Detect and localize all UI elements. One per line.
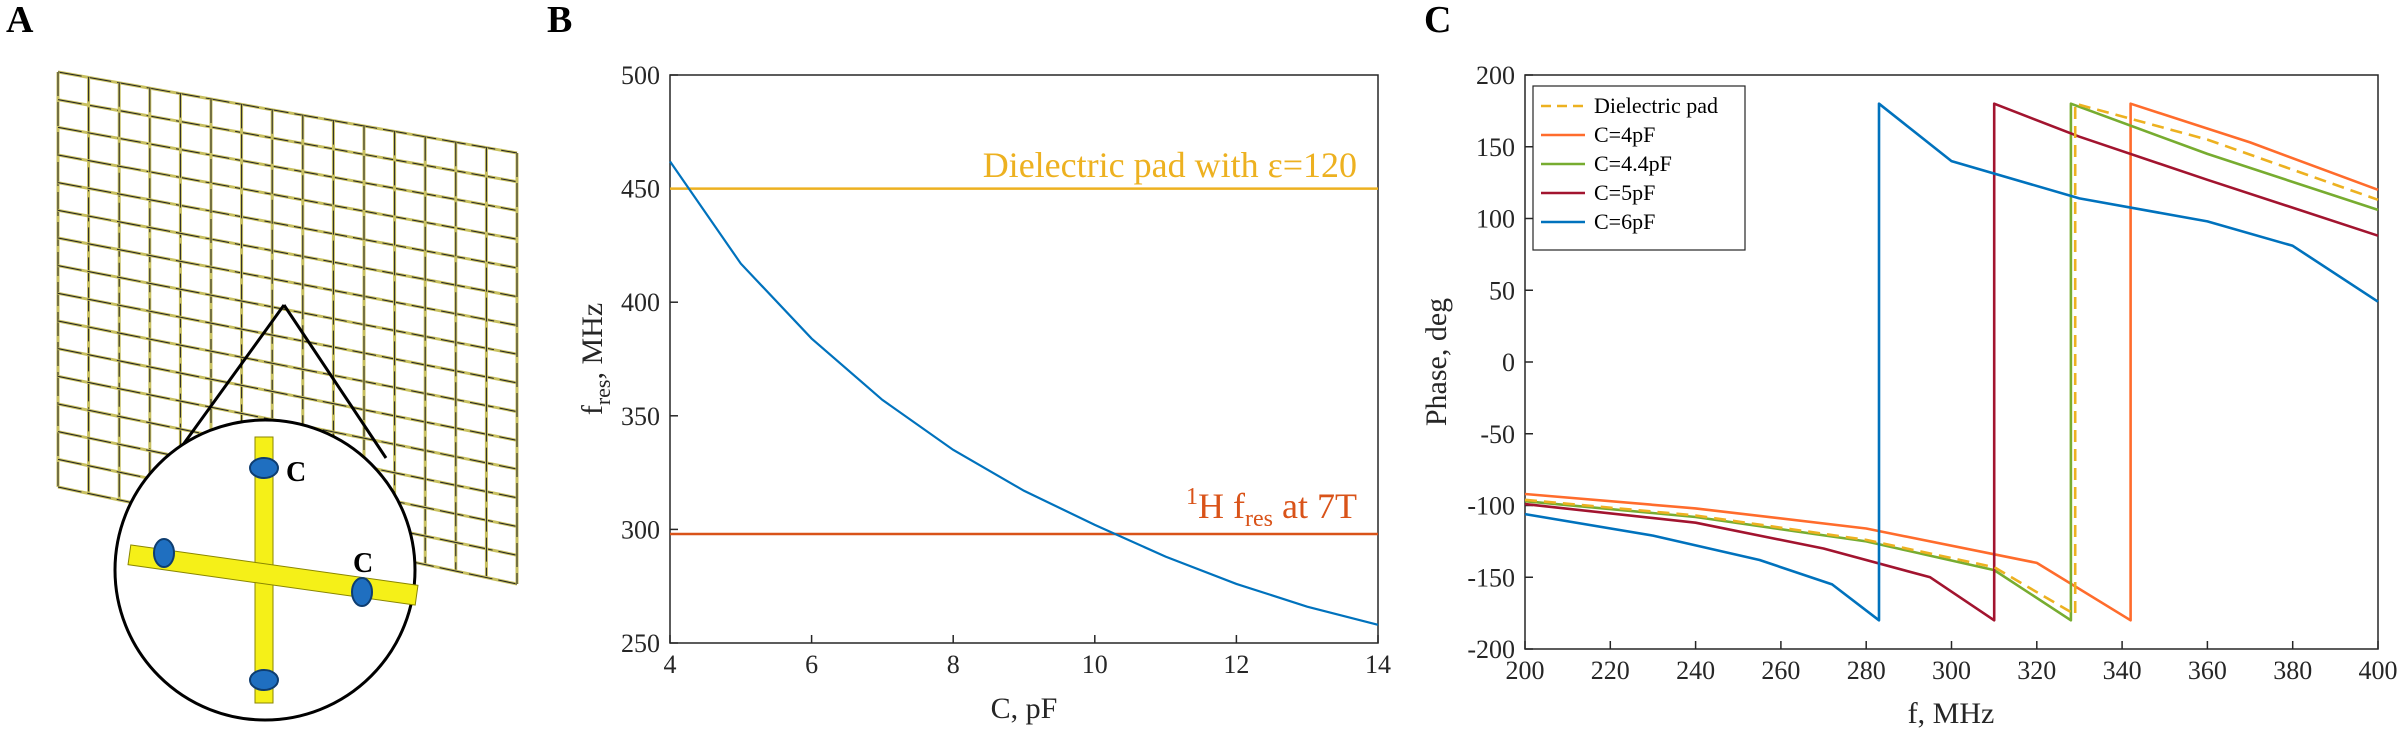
annotation-proton: 1H fres at 7T <box>1186 484 1357 532</box>
x-tick-label: 12 <box>1223 650 1249 679</box>
series-line <box>1524 102 2379 622</box>
chart-b-series <box>669 160 1379 626</box>
panel-letter-a: A <box>6 0 34 41</box>
y-tick-label: 450 <box>621 175 660 204</box>
series-line <box>1524 102 2379 616</box>
y-tick-label: 350 <box>621 402 660 431</box>
chart-c: 200 220 240 260 280 300 320 340 360 380 400 -200 -15… <box>1420 61 2398 730</box>
chart-b-ticks: 4 6 8 10 12 14 250 300 350 400 450 500 <box>621 61 1391 679</box>
x-tick-label: 8 <box>947 650 960 679</box>
y-tick-label: -200 <box>1467 635 1515 664</box>
capacitor-right <box>351 577 373 607</box>
chart-c-xlabel: f, MHz <box>1908 697 1995 730</box>
x-tick-label: 14 <box>1365 650 1391 679</box>
x-tick-label: 200 <box>1506 656 1545 685</box>
metasurface-illustration: C C <box>56 70 519 722</box>
legend-label: C=4.4pF <box>1594 151 1672 176</box>
x-tick-label: 380 <box>2273 656 2312 685</box>
grid-line-h-gap <box>57 237 518 326</box>
chart-b-ylabel-suffix: , MHz <box>576 303 609 380</box>
series-line <box>1524 102 2379 622</box>
y-tick-label: 400 <box>621 288 660 317</box>
series-line <box>669 160 1379 626</box>
zoom-line-right <box>282 304 388 459</box>
chart-c-ylabel: Phase, deg <box>1420 298 1453 426</box>
capacitor-top <box>249 457 279 479</box>
legend-label: Dielectric pad <box>1594 93 1718 118</box>
annotation-proton-sup: 1 <box>1186 484 1198 510</box>
grid-line-h-gap <box>57 292 518 384</box>
grid-line-h-gap <box>57 348 518 441</box>
capacitor-label-top: C <box>286 457 306 488</box>
annotation-dielectric: Dielectric pad with ε=120 <box>983 145 1357 185</box>
grid-line-h-gap <box>57 375 518 470</box>
chart-c-ticks: 200 220 240 260 280 300 320 340 360 380 400 -200 -15… <box>1467 61 2397 685</box>
y-tick-label: 200 <box>1476 61 1515 90</box>
annotation-proton-main: H f <box>1198 486 1245 526</box>
chart-b-reference-lines <box>670 187 1378 536</box>
y-tick-label: 150 <box>1476 133 1515 162</box>
x-tick-label: 10 <box>1082 650 1108 679</box>
grid-line-h-gap <box>57 403 518 499</box>
y-tick-label: -150 <box>1467 563 1515 592</box>
legend-label: C=4pF <box>1594 122 1655 147</box>
series-line <box>1524 102 2379 622</box>
x-tick-label: 300 <box>1932 656 1971 685</box>
y-tick-label: -50 <box>1480 420 1515 449</box>
x-tick-label: 4 <box>664 650 677 679</box>
x-tick-label: 220 <box>1591 656 1630 685</box>
grid-line-h-gap <box>57 320 518 413</box>
y-tick-label: 250 <box>621 629 660 658</box>
capacitor-label-right: C <box>353 548 373 579</box>
x-tick-label: 280 <box>1847 656 1886 685</box>
grid-line-h-gap <box>57 126 518 211</box>
capacitor-left <box>153 538 175 568</box>
chart-b-xlabel: C, pF <box>991 692 1058 725</box>
y-tick-label: 500 <box>621 61 660 90</box>
chart-b-axes-box <box>669 74 1379 644</box>
x-tick-label: 340 <box>2103 656 2142 685</box>
zoom-line-left <box>170 304 286 461</box>
grid-line-h-gap <box>57 182 518 269</box>
grid-line-h-gap <box>57 154 518 240</box>
y-tick-label: 50 <box>1489 276 1515 305</box>
x-tick-label: 400 <box>2359 656 2398 685</box>
annotation-proton-sub: res <box>1245 506 1273 532</box>
legend-label: C=5pF <box>1594 180 1655 205</box>
annotation-proton-end: at 7T <box>1273 486 1357 526</box>
unit-cell-cross <box>127 436 419 704</box>
chart-c-series <box>1524 102 2379 622</box>
series-line <box>1524 102 2379 622</box>
y-tick-label: 100 <box>1476 205 1515 234</box>
chart-b-ylabel-main: f <box>576 405 609 415</box>
capacitor-bottom <box>249 669 279 691</box>
grid-line-h-gap <box>57 209 518 298</box>
grid-line-h-gap <box>57 431 518 528</box>
x-tick-label: 6 <box>805 650 818 679</box>
grid-line-h-gap <box>57 99 518 183</box>
grid-line-h-gap <box>57 458 518 556</box>
chart-b-ylabel: fres, MHz <box>576 303 615 415</box>
x-tick-label: 260 <box>1761 656 1800 685</box>
chart-c-legend: Dielectric pad C=4pF C=4.4pF C=5pF C=6pF <box>1532 85 1746 251</box>
y-tick-label: -100 <box>1467 492 1515 521</box>
panel-letter-c: C <box>1424 0 1451 41</box>
legend-label: C=6pF <box>1594 209 1655 234</box>
x-tick-label: 320 <box>2017 656 2056 685</box>
chart-b-ylabel-sub: res <box>590 380 615 406</box>
horizontal-strip <box>127 544 419 606</box>
y-tick-label: 300 <box>621 515 660 544</box>
panel-letter-b: B <box>547 0 572 41</box>
x-tick-label: 360 <box>2188 656 2227 685</box>
y-tick-label: 0 <box>1502 348 1515 377</box>
x-tick-label: 240 <box>1676 656 1715 685</box>
grid-line-h-gap <box>57 71 518 154</box>
